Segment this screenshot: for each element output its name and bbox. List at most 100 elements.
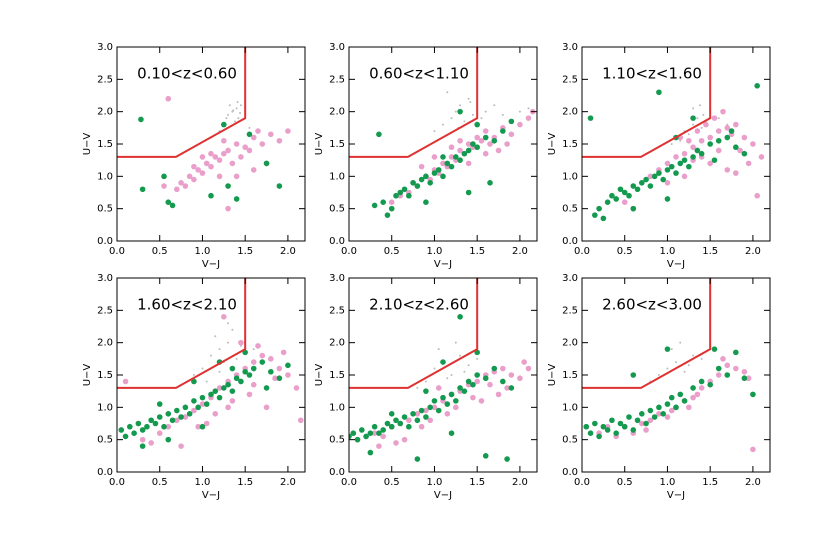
point (118, 427, 125, 433)
point (491, 365, 498, 372)
point (259, 359, 266, 365)
point (686, 137, 692, 144)
panel: 0.0 0.5 1.0 1.5 2.0 0.0 0.5 1.0 1.5 2.0 2.5 3.0 V−J U… (82, 42, 306, 270)
point (448, 430, 455, 437)
y-tick-label: 2.0 (329, 107, 345, 118)
point (263, 160, 270, 167)
point (482, 453, 489, 459)
point (459, 104, 462, 107)
point (139, 186, 146, 193)
point (272, 375, 278, 382)
point (233, 196, 240, 202)
point (165, 423, 172, 430)
point (276, 183, 283, 189)
point (668, 394, 675, 401)
point (720, 108, 726, 115)
point (165, 411, 172, 417)
point (450, 374, 453, 376)
point (698, 378, 705, 385)
x-tick-label: 0.0 (341, 246, 357, 257)
point (423, 407, 429, 414)
point (380, 199, 386, 205)
point (216, 385, 223, 391)
point (482, 150, 489, 157)
point (446, 91, 449, 94)
point (199, 394, 206, 401)
point (643, 176, 649, 183)
y-tick-label: 1.0 (562, 171, 578, 182)
point (707, 160, 713, 167)
y-tick-label: 0.5 (329, 204, 345, 215)
point (218, 370, 221, 373)
point (418, 176, 425, 183)
point (297, 417, 304, 424)
point (643, 427, 649, 433)
plot-area (117, 278, 304, 449)
point (350, 430, 357, 437)
point (423, 414, 429, 420)
point (741, 375, 748, 382)
point (634, 186, 641, 193)
point (231, 328, 234, 331)
point (380, 433, 386, 440)
point (741, 368, 748, 375)
point (715, 365, 722, 372)
point (664, 160, 671, 167)
x-tick-label: 2.0 (512, 477, 528, 488)
point (677, 391, 684, 398)
point (148, 440, 154, 446)
point (733, 144, 739, 151)
x-tick-label: 2.0 (745, 477, 761, 488)
point (617, 186, 624, 193)
point (457, 147, 463, 154)
point (643, 420, 649, 427)
x-tick-label: 0.0 (574, 246, 590, 257)
x-tick-label: 0.0 (109, 246, 125, 257)
point (694, 128, 701, 134)
y-tick-label: 2.5 (562, 74, 578, 85)
point (715, 372, 722, 378)
point (484, 110, 487, 113)
y-tick-label: 1.5 (562, 139, 578, 150)
point (758, 154, 765, 160)
point (694, 391, 701, 398)
point (482, 128, 489, 134)
point (754, 83, 760, 89)
point (525, 115, 532, 121)
point (694, 147, 701, 154)
point (236, 100, 239, 103)
point (210, 354, 212, 357)
point (668, 407, 675, 414)
point (427, 404, 433, 411)
point (250, 365, 257, 372)
point (238, 378, 244, 385)
x-tick-label: 0.5 (384, 246, 400, 257)
plot-area (582, 47, 765, 222)
point (393, 440, 399, 446)
point (225, 117, 228, 120)
x-axis-label: V−J (667, 259, 685, 270)
point (178, 414, 184, 420)
y-axis-label: U−V (82, 364, 93, 387)
point (363, 433, 369, 440)
point (448, 144, 455, 151)
panel-title: 1.60<z<2.10 (137, 296, 237, 314)
point (700, 126, 703, 129)
point (182, 183, 189, 189)
point (233, 141, 240, 147)
x-tick-label: 2.0 (280, 246, 296, 257)
point (397, 420, 404, 427)
point (195, 423, 201, 430)
point (182, 414, 189, 420)
point (367, 449, 374, 456)
point (745, 375, 752, 382)
point (225, 381, 231, 388)
point (717, 117, 720, 120)
point (444, 160, 451, 167)
point (690, 144, 696, 151)
point (156, 430, 163, 437)
point (621, 423, 628, 430)
point (750, 446, 756, 453)
point (169, 417, 176, 424)
point (427, 180, 433, 186)
